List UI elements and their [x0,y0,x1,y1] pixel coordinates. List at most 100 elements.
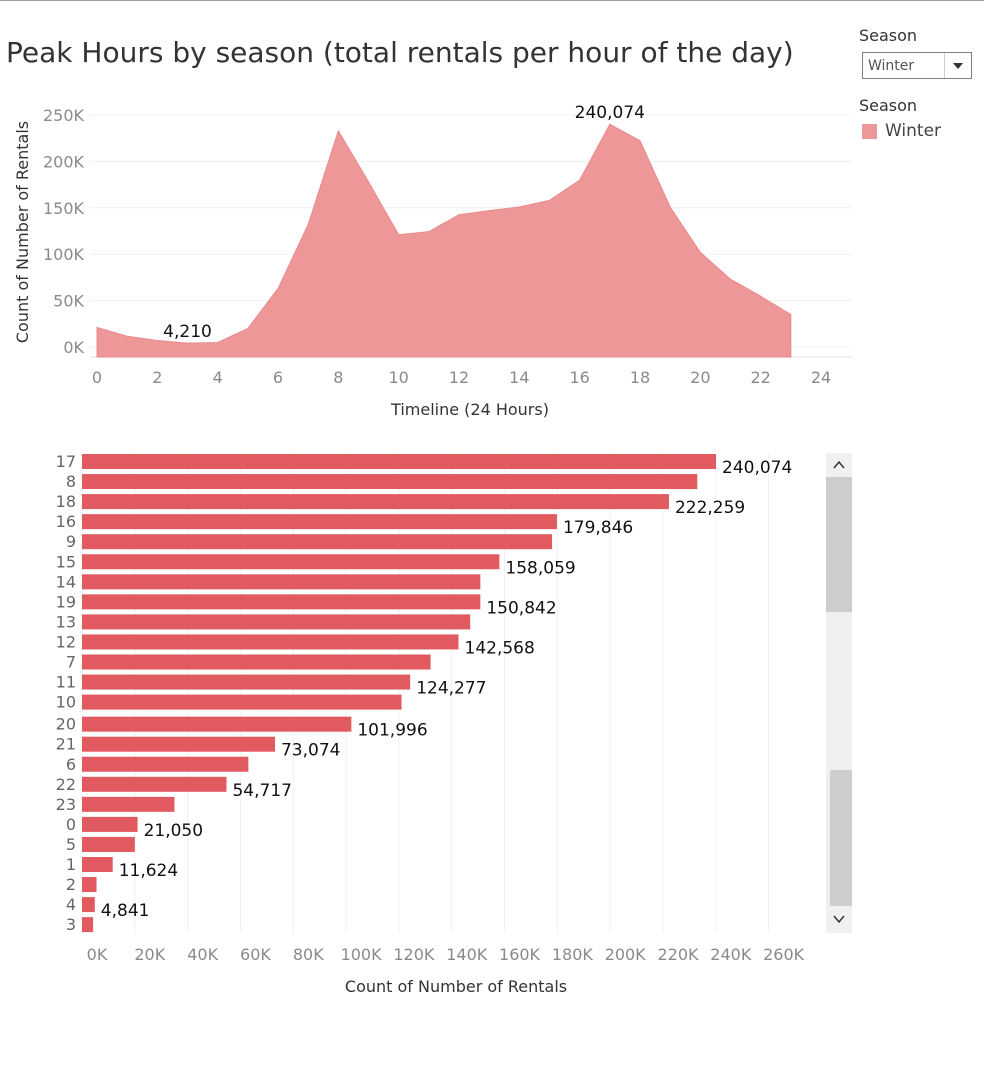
bar-category-label: 7 [66,653,76,672]
bar-category-label: 6 [66,755,76,774]
area-y-tick-label: 200K [43,152,85,171]
bar[interactable] [82,554,500,570]
bar-data-label: 54,717 [232,781,291,801]
bar-data-label: 179,846 [563,518,633,538]
bar-data-label: 142,568 [465,638,535,658]
bar-x-tick-label: 220K [657,945,699,964]
bar[interactable] [82,654,431,670]
bar-x-tick-label: 240K [710,945,752,964]
area-x-tick-label: 16 [569,368,589,387]
area-y-tick-label: 100K [43,245,85,264]
area-x-tick-label: 10 [388,368,408,387]
bar-x-tick-label: 40K [187,945,218,964]
bar[interactable] [82,494,669,510]
bar[interactable] [82,877,97,893]
area-x-tick-label: 24 [811,368,831,387]
bar[interactable] [82,634,459,650]
chevron-up-icon[interactable] [833,460,845,469]
scrollbar[interactable] [826,453,852,933]
area-x-tick-label: 14 [509,368,529,387]
bar-data-label: 101,996 [357,721,427,741]
bar-x-tick-label: 120K [393,945,435,964]
bar-category-label: 2 [66,875,76,894]
bar-category-label: 12 [56,632,76,651]
bar[interactable] [82,594,481,610]
bar-category-label: 18 [56,492,76,511]
bar-category-label: 3 [66,915,76,934]
bar-x-tick-label: 140K [446,945,488,964]
bar-category-label: 14 [56,572,76,591]
bar-x-tick-label: 60K [240,945,271,964]
bar-category-label: 5 [66,835,76,854]
bar-category-label: 8 [66,472,76,491]
chevron-down-icon[interactable] [944,53,971,78]
bar-x-axis-label: Count of Number of Rentals [345,977,567,996]
bar[interactable] [82,796,175,812]
bar[interactable] [82,694,402,710]
season-dropdown[interactable]: Winter [862,52,972,79]
bar-x-tick-label: 200K [605,945,647,964]
area-annotations: 4,210 240,074 [163,103,645,342]
area-x-tick-label: 20 [690,368,710,387]
bar[interactable] [82,897,95,913]
legend-title: Season [859,96,918,115]
bar-x-tick-label: 0K [87,945,108,964]
bar-category-label: 4 [66,895,76,914]
bar-x-tick-label: 260K [763,945,805,964]
bar-category-label: 22 [56,775,76,794]
bar[interactable] [82,776,227,792]
bar[interactable] [82,836,135,852]
legend-item-winter[interactable]: Winter [862,121,941,141]
bar[interactable] [82,816,138,832]
bar[interactable] [82,514,557,530]
area-x-tick-label: 4 [213,368,223,387]
bar[interactable] [82,534,553,550]
bar[interactable] [82,917,94,933]
area-x-tick-label: 22 [750,368,770,387]
bar-data-labels: 240,074 222,259 179,846 158,059 150,842 142,5… [101,458,793,921]
bar-gridlines [81,453,770,933]
bar-category-label: 10 [56,693,76,712]
area-data-label: 4,210 [163,322,212,342]
bar-data-label: 222,259 [675,498,745,518]
area-x-axis-label: Timeline (24 Hours) [390,400,549,419]
bar[interactable] [82,716,352,732]
area-x-ticks: 0 2 4 6 8 10 12 14 16 18 20 22 24 [92,368,831,387]
legend-swatch [862,123,877,139]
area-series-winter[interactable] [96,123,792,358]
area-x-tick-label: 18 [630,368,650,387]
page-title: Peak Hours by season (total rentals per … [6,36,794,69]
bar-category-label: 16 [56,512,76,531]
bar[interactable] [82,857,113,872]
bar[interactable] [82,474,698,490]
bar-data-label: 73,074 [281,741,340,761]
bar-data-label: 4,841 [101,901,150,921]
bar-data-label: 240,074 [722,458,792,478]
area-x-tick-label: 0 [92,368,102,387]
area-y-ticks: 0K 50K 100K 150K 200K 250K [43,106,85,357]
area-x-tick-label: 2 [152,368,162,387]
bar[interactable] [82,674,411,690]
bar[interactable] [82,736,275,752]
bar-x-tick-label: 160K [499,945,541,964]
bar-x-tick-label: 180K [552,945,594,964]
area-data-label: 240,074 [575,103,645,123]
season-filter-label: Season [859,26,918,45]
area-x-tick-label: 8 [333,368,343,387]
bar[interactable] [82,614,471,630]
scrollbar-thumb[interactable] [826,477,852,612]
bar-category-label: 19 [56,592,76,611]
bar-category-label: 11 [56,673,76,692]
bar[interactable] [82,454,716,469]
scrollbar-thumb-lower[interactable] [830,770,852,906]
bar[interactable] [82,756,249,772]
bar-data-label: 150,842 [486,598,556,618]
chevron-down-icon[interactable] [833,915,845,924]
legend-item-label: Winter [885,121,942,141]
bar-x-ticks: 0K 20K 40K 60K 80K 100K 120K 140K 160K 180K 200K 22… [87,945,805,964]
area-y-tick-label: 250K [43,106,85,125]
bar[interactable] [82,574,481,590]
area-x-tick-label: 6 [273,368,283,387]
